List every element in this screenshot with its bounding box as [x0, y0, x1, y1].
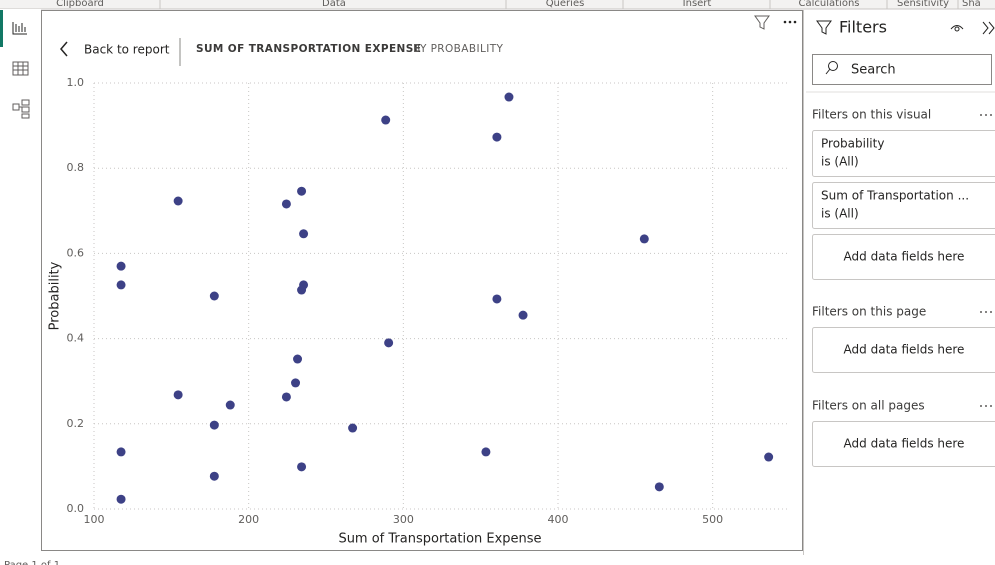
back-arrow[interactable] [60, 41, 68, 57]
visual-title: SUM OF TRANSPORTATION EXPENSE [196, 43, 421, 55]
data-point[interactable] [297, 285, 307, 295]
data-point[interactable] [299, 229, 309, 239]
x-tick-label: 500 [702, 513, 723, 526]
more-icon[interactable] [990, 311, 992, 313]
table-view-icon[interactable] [12, 61, 29, 76]
ribbon-group-label: Calculations [799, 0, 860, 9]
data-point[interactable] [116, 280, 126, 290]
data-point[interactable] [492, 294, 502, 304]
collapse-pane-icon[interactable] [982, 21, 995, 35]
data-point[interactable] [173, 196, 183, 206]
data-point[interactable] [297, 462, 307, 472]
y-tick-label: 0.4 [67, 332, 85, 345]
data-point[interactable] [209, 471, 219, 481]
x-tick-label: 100 [84, 513, 105, 526]
data-point[interactable] [209, 291, 219, 301]
more-icon[interactable] [980, 114, 982, 116]
filter-card[interactable] [812, 182, 995, 229]
data-point[interactable] [348, 423, 358, 433]
model-view-icon[interactable] [12, 99, 30, 119]
add-fields-well[interactable] [812, 421, 995, 467]
ribbon [0, 0, 995, 9]
data-point[interactable] [384, 338, 394, 348]
y-tick-label: 0.0 [67, 502, 85, 515]
back-to-report[interactable]: Back to report [84, 43, 170, 57]
y-tick-label: 0.6 [67, 246, 85, 259]
page-indicator: Page 1 of 1 [4, 560, 60, 565]
filters-title: Filters [839, 18, 887, 37]
filter-state: is (All) [821, 207, 859, 221]
filters-pane-icon [816, 20, 832, 35]
more-icon[interactable] [985, 114, 987, 116]
filter-section-title: Filters on this page [812, 305, 926, 319]
search-box[interactable] [812, 54, 992, 85]
add-fields-well[interactable] [812, 234, 995, 280]
more-icon[interactable] [985, 311, 987, 313]
data-point[interactable] [654, 482, 664, 492]
data-point[interactable] [173, 390, 183, 400]
data-point[interactable] [281, 392, 291, 402]
data-point[interactable] [116, 261, 126, 271]
ribbon-group-label: Clipboard [56, 0, 104, 9]
search-placeholder: Search [851, 63, 896, 78]
filter-state: is (All) [821, 155, 859, 169]
data-point[interactable] [116, 494, 126, 504]
y-tick-label: 1.0 [67, 76, 85, 89]
filter-card[interactable] [812, 130, 995, 177]
y-tick-label: 0.8 [67, 161, 85, 174]
ribbon-group-label: Insert [683, 0, 712, 9]
filter-icon[interactable] [754, 15, 770, 30]
add-fields-label: Add data fields here [844, 343, 965, 357]
data-point[interactable] [764, 452, 774, 462]
filter-field-name: Sum of Transportation ... [821, 189, 969, 203]
data-point[interactable] [116, 447, 126, 457]
left-nav [0, 9, 41, 554]
data-point[interactable] [297, 186, 307, 196]
more-icon[interactable] [980, 405, 982, 407]
more-options-icon[interactable] [783, 20, 797, 24]
x-axis-title: Sum of Transportation Expense [338, 532, 541, 547]
report-view-icon[interactable] [12, 22, 27, 35]
data-point[interactable] [225, 400, 235, 410]
ribbon-group-label: Data [322, 0, 346, 9]
data-point[interactable] [381, 115, 391, 125]
data-point[interactable] [209, 420, 219, 430]
data-point[interactable] [291, 378, 301, 388]
visual-focus-frame [41, 10, 803, 551]
x-tick-label: 400 [548, 513, 569, 526]
data-point[interactable] [481, 447, 491, 457]
add-fields-well[interactable] [812, 327, 995, 373]
search-icon [825, 61, 838, 75]
active-indicator [0, 10, 3, 47]
more-icon[interactable] [990, 405, 992, 407]
more-icon[interactable] [980, 311, 982, 313]
ribbon-group-label: Sensitivity [897, 0, 949, 9]
ribbon-group-label: Sha [962, 0, 981, 9]
filter-section-title: Filters on this visual [812, 108, 931, 122]
data-point[interactable] [518, 310, 528, 320]
data-point[interactable] [492, 132, 502, 142]
data-point[interactable] [281, 199, 291, 209]
y-tick-label: 0.2 [67, 417, 85, 430]
add-fields-label: Add data fields here [844, 250, 965, 264]
x-tick-label: 300 [393, 513, 414, 526]
filter-field-name: Probability [821, 137, 884, 151]
x-tick-label: 200 [238, 513, 259, 526]
filter-section-title: Filters on all pages [812, 399, 925, 413]
data-point[interactable] [504, 92, 514, 102]
data-point[interactable] [639, 234, 649, 244]
visibility-icon[interactable] [950, 25, 964, 32]
ribbon-group-label: Queries [546, 0, 585, 9]
data-point[interactable] [293, 354, 303, 364]
more-icon[interactable] [990, 114, 992, 116]
visual-subtitle: BY PROBABILITY [413, 43, 504, 55]
y-axis-title: Probability [48, 261, 63, 330]
add-fields-label: Add data fields here [844, 437, 965, 451]
more-icon[interactable] [985, 405, 987, 407]
